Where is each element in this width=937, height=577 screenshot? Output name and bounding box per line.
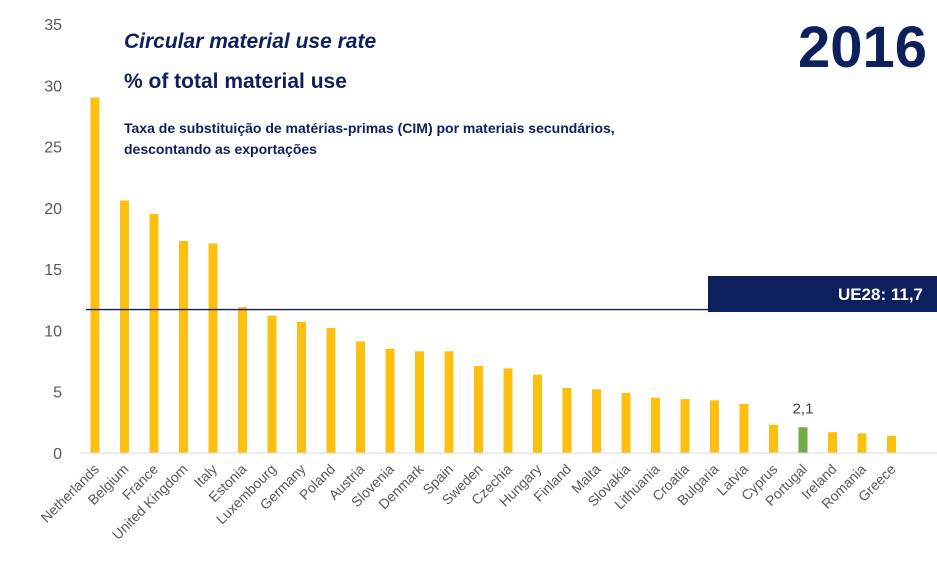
y-tick-label: 20 [44,201,62,218]
bar-slovakia [621,392,631,453]
bar-hungary [533,374,542,453]
bar-france [149,213,159,453]
bar-portugal [798,427,808,453]
bar-italy [208,243,218,453]
bar-bulgaria [710,400,719,453]
subtitle-line-1: Taxa de substituição de matérias-primas … [124,120,615,136]
bar-latvia [739,403,749,453]
bar-germany [297,321,306,453]
y-tick-label: 5 [53,385,62,402]
bar-poland [326,327,336,453]
bar-czechia [503,368,513,453]
y-tick-label: 0 [53,446,62,463]
y-tick-label: 15 [44,262,62,279]
bar-united-kingdom [179,240,188,453]
bar-greece [887,435,896,453]
chart-unit-title: % of total material use [124,70,347,93]
year-label: 2016 [797,15,927,80]
bar-estonia [238,307,247,453]
bar-netherlands [90,97,100,454]
data-label-portugal: 2,1 [793,400,814,417]
bar-austria [356,341,365,453]
bar-lithuania [651,397,660,453]
chart-title: Circular material use rate [124,30,377,53]
subtitle-line-2: descontando as exportações [124,141,317,157]
bar-croatia [680,399,690,453]
bar-malta [592,389,601,453]
bar-romania [857,433,867,453]
bar-belgium [120,200,129,453]
y-tick-label: 10 [44,323,62,340]
bar-slovenia [385,348,395,453]
bar-finland [562,388,572,453]
y-tick-label: 25 [44,140,62,157]
y-tick-label: 35 [44,17,62,34]
bar-ireland [828,432,837,453]
bar-spain [444,351,454,453]
eu-average-label: UE28: 11,7 [837,285,923,304]
chart-subtitle: Taxa de substituição de matérias-primas … [124,118,684,160]
bar-luxembourg [267,315,277,453]
bar-cyprus [769,424,778,453]
y-tick-label: 30 [44,78,62,95]
eu-average-box: UE28: 11,7 [708,276,937,312]
bar-denmark [415,351,424,453]
bar-sweden [474,365,483,453]
